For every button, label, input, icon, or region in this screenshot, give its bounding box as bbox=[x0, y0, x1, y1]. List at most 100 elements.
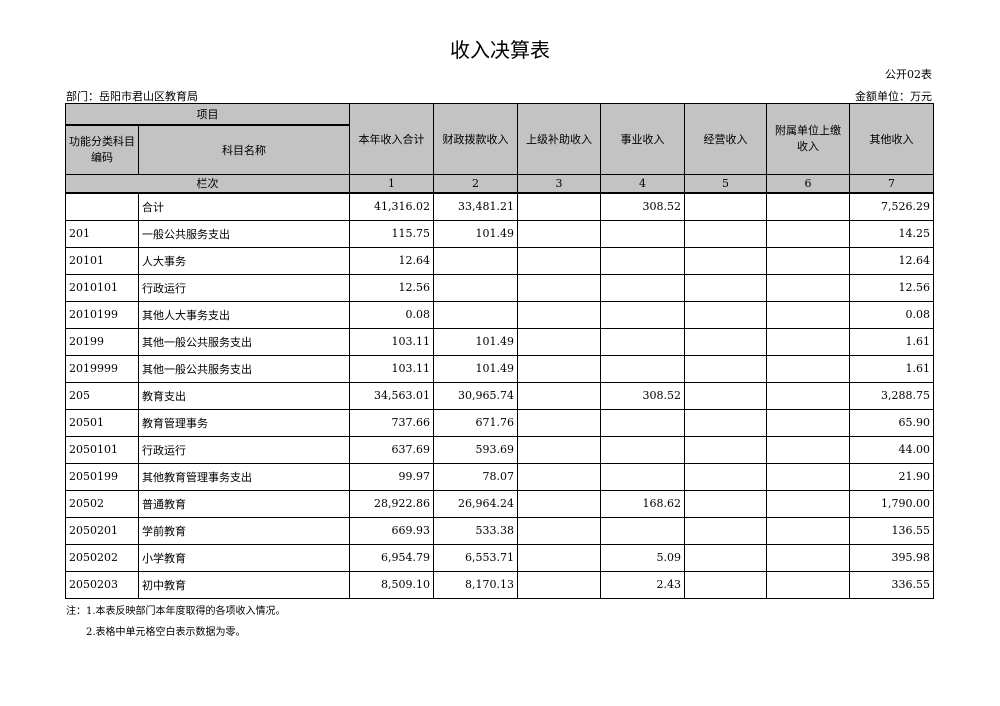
amount-cell bbox=[684, 435, 767, 464]
amount-cell: 99.97 bbox=[349, 462, 434, 491]
amount-cell: 308.52 bbox=[600, 192, 685, 221]
amount-cell bbox=[600, 246, 685, 275]
income-table: 项目 本年收入合计 财政拨款收入 上级补助收入 事业收入 经营收入 附属单位上缴… bbox=[65, 103, 934, 599]
subject-code: 20501 bbox=[65, 408, 139, 437]
amount-cell: 33,481.21 bbox=[433, 192, 518, 221]
amount-cell bbox=[517, 543, 601, 572]
amount-cell bbox=[517, 273, 601, 302]
subject-name: 其他教育管理事务支出 bbox=[138, 462, 350, 491]
table-row: 2050201 学前教育 669.93 533.38 136.55 bbox=[65, 516, 934, 545]
amount-cell bbox=[766, 354, 850, 383]
col-number: 3 bbox=[517, 174, 601, 194]
amount-cell: 44.00 bbox=[849, 435, 934, 464]
subject-code: 2010199 bbox=[65, 300, 139, 329]
subject-name: 初中教育 bbox=[138, 570, 350, 599]
note-1: 注：1.本表反映部门本年度取得的各项收入情况。 bbox=[66, 606, 286, 617]
amount-cell bbox=[684, 354, 767, 383]
subject-code: 2050199 bbox=[65, 462, 139, 491]
notes: 注：1.本表反映部门本年度取得的各项收入情况。 2.表格中单元格空白表示数据为零… bbox=[66, 601, 286, 643]
amount-cell: 6,553.71 bbox=[433, 543, 518, 572]
table-row: 2019999 其他一般公共服务支出 103.11 101.49 1.61 bbox=[65, 354, 934, 383]
amount-cell bbox=[517, 327, 601, 356]
amount-cell: 30,965.74 bbox=[433, 381, 518, 410]
header-col-7: 其他收入 bbox=[849, 103, 934, 175]
amount-cell bbox=[517, 354, 601, 383]
amount-cell bbox=[766, 327, 850, 356]
amount-cell: 101.49 bbox=[433, 327, 518, 356]
table-row: 2050203 初中教育 8,509.10 8,170.13 2.43 336.55 bbox=[65, 570, 934, 599]
amount-cell bbox=[600, 435, 685, 464]
subject-code: 2010101 bbox=[65, 273, 139, 302]
amount-cell: 12.64 bbox=[349, 246, 434, 275]
amount-cell bbox=[684, 543, 767, 572]
amount-cell: 78.07 bbox=[433, 462, 518, 491]
amount-cell bbox=[684, 516, 767, 545]
amount-cell bbox=[517, 489, 601, 518]
amount-cell bbox=[517, 246, 601, 275]
amount-cell: 669.93 bbox=[349, 516, 434, 545]
amount-cell bbox=[684, 489, 767, 518]
amount-cell bbox=[600, 462, 685, 491]
subject-code: 2050201 bbox=[65, 516, 139, 545]
amount-cell bbox=[766, 570, 850, 599]
amount-cell: 103.11 bbox=[349, 354, 434, 383]
table-row: 20502 普通教育 28,922.86 26,964.24 168.62 1,790.0… bbox=[65, 489, 934, 518]
amount-cell bbox=[517, 570, 601, 599]
table-row: 2010199 其他人大事务支出 0.08 0.08 bbox=[65, 300, 934, 329]
amount-cell bbox=[517, 408, 601, 437]
header-col-2: 财政拨款收入 bbox=[433, 103, 518, 175]
amount-cell bbox=[517, 219, 601, 248]
amount-cell: 65.90 bbox=[849, 408, 934, 437]
amount-cell: 1,790.00 bbox=[849, 489, 934, 518]
amount-cell: 1.61 bbox=[849, 354, 934, 383]
amount-cell bbox=[517, 381, 601, 410]
table-row: 20101 人大事务 12.64 12.64 bbox=[65, 246, 934, 275]
subject-code bbox=[65, 192, 139, 221]
col-number: 6 bbox=[766, 174, 850, 194]
amount-cell: 8,509.10 bbox=[349, 570, 434, 599]
department-label: 部门：岳阳市君山区教育局 bbox=[66, 90, 198, 103]
header-col-index: 栏次 bbox=[65, 174, 350, 194]
amount-cell: 168.62 bbox=[600, 489, 685, 518]
subject-code: 2050203 bbox=[65, 570, 139, 599]
amount-cell bbox=[766, 462, 850, 491]
amount-cell bbox=[600, 327, 685, 356]
amount-cell bbox=[766, 435, 850, 464]
table-row: 合计 41,316.02 33,481.21 308.52 7,526.29 bbox=[65, 192, 934, 221]
amount-cell bbox=[517, 192, 601, 221]
subject-name: 其他一般公共服务支出 bbox=[138, 327, 350, 356]
amount-cell bbox=[766, 273, 850, 302]
header-col-6: 附属单位上缴收入 bbox=[766, 103, 850, 175]
subject-code: 20502 bbox=[65, 489, 139, 518]
subject-name: 其他人大事务支出 bbox=[138, 300, 350, 329]
header-col-4: 事业收入 bbox=[600, 103, 685, 175]
subject-name: 行政运行 bbox=[138, 273, 350, 302]
amount-cell: 5.09 bbox=[600, 543, 685, 572]
amount-cell bbox=[600, 300, 685, 329]
amount-cell: 737.66 bbox=[349, 408, 434, 437]
amount-cell bbox=[684, 273, 767, 302]
amount-cell bbox=[684, 408, 767, 437]
page-title: 收入决算表 bbox=[450, 38, 550, 62]
note-2: 2.表格中单元格空白表示数据为零。 bbox=[86, 627, 246, 638]
amount-cell: 136.55 bbox=[849, 516, 934, 545]
subject-name: 行政运行 bbox=[138, 435, 350, 464]
header-code: 功能分类科目编码 bbox=[65, 124, 139, 175]
amount-cell bbox=[433, 246, 518, 275]
table-row: 20501 教育管理事务 737.66 671.76 65.90 bbox=[65, 408, 934, 437]
subject-code: 20101 bbox=[65, 246, 139, 275]
subject-code: 201 bbox=[65, 219, 139, 248]
subject-code: 20199 bbox=[65, 327, 139, 356]
amount-cell: 8,170.13 bbox=[433, 570, 518, 599]
amount-cell: 26,964.24 bbox=[433, 489, 518, 518]
subject-name: 人大事务 bbox=[138, 246, 350, 275]
amount-cell: 28,922.86 bbox=[349, 489, 434, 518]
amount-cell: 101.49 bbox=[433, 354, 518, 383]
amount-cell bbox=[766, 300, 850, 329]
header-item: 项目 bbox=[65, 103, 350, 126]
col-number: 2 bbox=[433, 174, 518, 194]
subject-name: 小学教育 bbox=[138, 543, 350, 572]
amount-cell: 533.38 bbox=[433, 516, 518, 545]
table-row: 20199 其他一般公共服务支出 103.11 101.49 1.61 bbox=[65, 327, 934, 356]
